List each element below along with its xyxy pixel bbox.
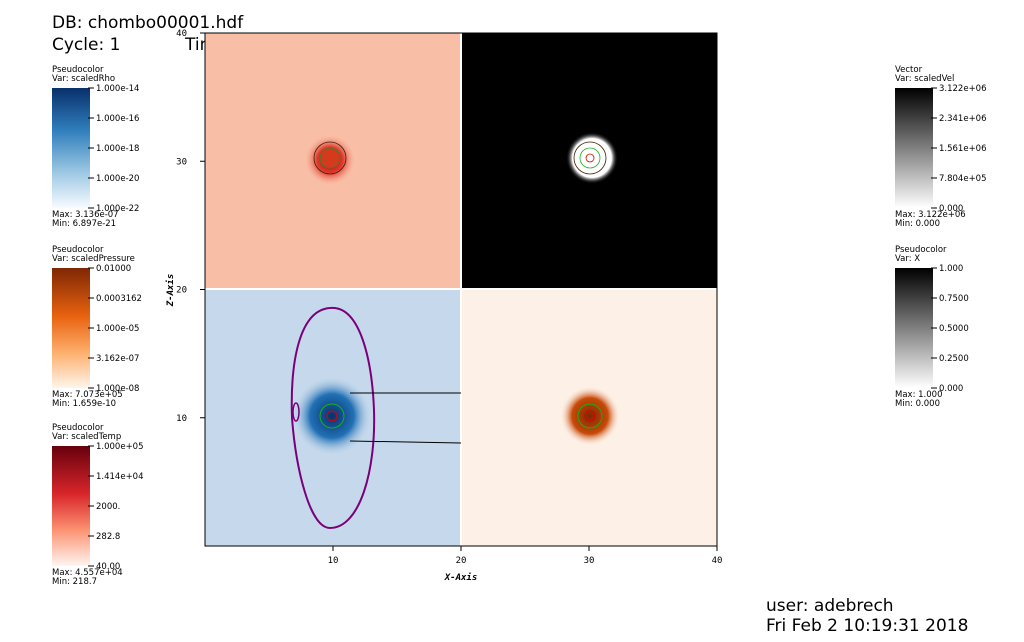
legend-var: Var: X xyxy=(895,254,920,264)
plot-area xyxy=(204,32,718,547)
legend-tick-label: 0.000 xyxy=(939,204,963,214)
contour xyxy=(313,141,347,175)
legend-min: Min: 218.7 xyxy=(52,577,97,587)
color-bar xyxy=(895,88,933,208)
color-bar xyxy=(52,88,90,208)
legend-tick-label: 40.00 xyxy=(96,562,120,572)
db-label: DB: chombo00001.hdf xyxy=(52,13,244,33)
color-bar xyxy=(52,268,90,388)
legend-tick-label: 7.804e+05 xyxy=(939,174,987,184)
legend-tick-label: 1.000e-22 xyxy=(96,204,139,214)
contour xyxy=(584,410,596,422)
legend-tick-label: 0.01000 xyxy=(96,264,131,274)
z-tick-label: 10 xyxy=(176,414,187,424)
legend-tick-label: 1.414e+04 xyxy=(96,472,144,482)
user-label: user: adebrech xyxy=(766,596,894,616)
cycle-label: Cycle: 1 xyxy=(52,35,120,55)
stream-line xyxy=(349,440,462,444)
legend-min: Min: 6.897e-21 xyxy=(52,219,116,229)
contour xyxy=(577,403,603,429)
velocity-blob xyxy=(566,132,618,184)
legend-tick-label: 1.561e+06 xyxy=(939,144,987,154)
contour xyxy=(319,403,345,429)
legend-plot: Pseudocolor xyxy=(52,245,104,255)
legend-tick-label: 1.000e-14 xyxy=(96,84,139,94)
legend-tick-label: 0.0003162 xyxy=(96,294,142,304)
legend-tick-label: 2.341e+06 xyxy=(939,114,987,124)
legend-min: Min: 0.000 xyxy=(895,219,940,229)
legend-tick-label: 1.000 xyxy=(939,264,963,274)
contour xyxy=(290,306,376,530)
density-blob xyxy=(292,376,372,456)
z-tick-label: 20 xyxy=(176,286,187,296)
legend-min: Min: 0.000 xyxy=(895,399,940,409)
color-bar xyxy=(52,446,90,566)
legend-plot: Pseudocolor xyxy=(52,65,104,75)
legend-var: Var: scaledRho xyxy=(52,74,115,84)
contour xyxy=(319,147,341,169)
x-tick-label: 30 xyxy=(584,556,595,566)
x-tick-label: 40 xyxy=(712,556,723,566)
legend-tick-label: 282.8 xyxy=(96,532,120,542)
contour xyxy=(326,410,338,422)
pressure-blob xyxy=(560,386,620,446)
x-axis-title: X-Axis xyxy=(444,572,478,583)
legend-var: Var: scaledVel xyxy=(895,74,954,84)
legend-max: Max: 3.136e-07 xyxy=(52,210,119,220)
legend-max: Max: 7.073e+05 xyxy=(52,390,123,400)
x-tick-label: 20 xyxy=(456,556,467,566)
z-axis-title: Z-Axis xyxy=(165,274,176,308)
legend-tick-label: 1.000e-18 xyxy=(96,144,139,154)
legend-tick-label: 3.122e+06 xyxy=(939,84,987,94)
contour xyxy=(579,147,601,169)
contour xyxy=(292,402,300,422)
legend-var: Var: scaledTemp xyxy=(52,432,121,442)
legend-plot: Pseudocolor xyxy=(52,423,104,433)
z-tick-label: 40 xyxy=(176,29,187,39)
legend-tick-label: 3.162e-07 xyxy=(96,354,139,364)
color-bar xyxy=(895,268,933,388)
date-label: Fri Feb 2 10:19:31 2018 xyxy=(766,616,968,636)
legend-tick-label: 1.000e-20 xyxy=(96,174,139,184)
legend-tick-label: 0.5000 xyxy=(939,324,969,334)
legend-tick-label: 1.000e-05 xyxy=(96,324,139,334)
legend-tick-label: 0.2500 xyxy=(939,354,969,364)
contour xyxy=(573,141,607,175)
legend-tick-label: 1.000e+05 xyxy=(96,442,144,452)
legend-tick-label: 1.000e-16 xyxy=(96,114,139,124)
legend-min: Min: 1.659e-10 xyxy=(52,399,116,409)
legend-tick-label: 0.000 xyxy=(939,384,963,394)
legend-plot: Pseudocolor xyxy=(895,245,947,255)
legend-tick-label: 0.7500 xyxy=(939,294,969,304)
legend-max: Max: 1.000 xyxy=(895,390,942,400)
z-tick-label: 30 xyxy=(176,157,187,167)
legend-plot: Vector xyxy=(895,65,923,75)
legend-var: Var: scaledPressure xyxy=(52,254,135,264)
x-tick-label: 10 xyxy=(328,556,339,566)
legend-tick-label: 2000. xyxy=(96,502,120,512)
contour xyxy=(585,153,595,163)
legend-max: Max: 4.557e+04 xyxy=(52,568,123,578)
legend-tick-label: 1.000e-08 xyxy=(96,384,139,394)
legend-max: Max: 3.122e+06 xyxy=(895,210,966,220)
